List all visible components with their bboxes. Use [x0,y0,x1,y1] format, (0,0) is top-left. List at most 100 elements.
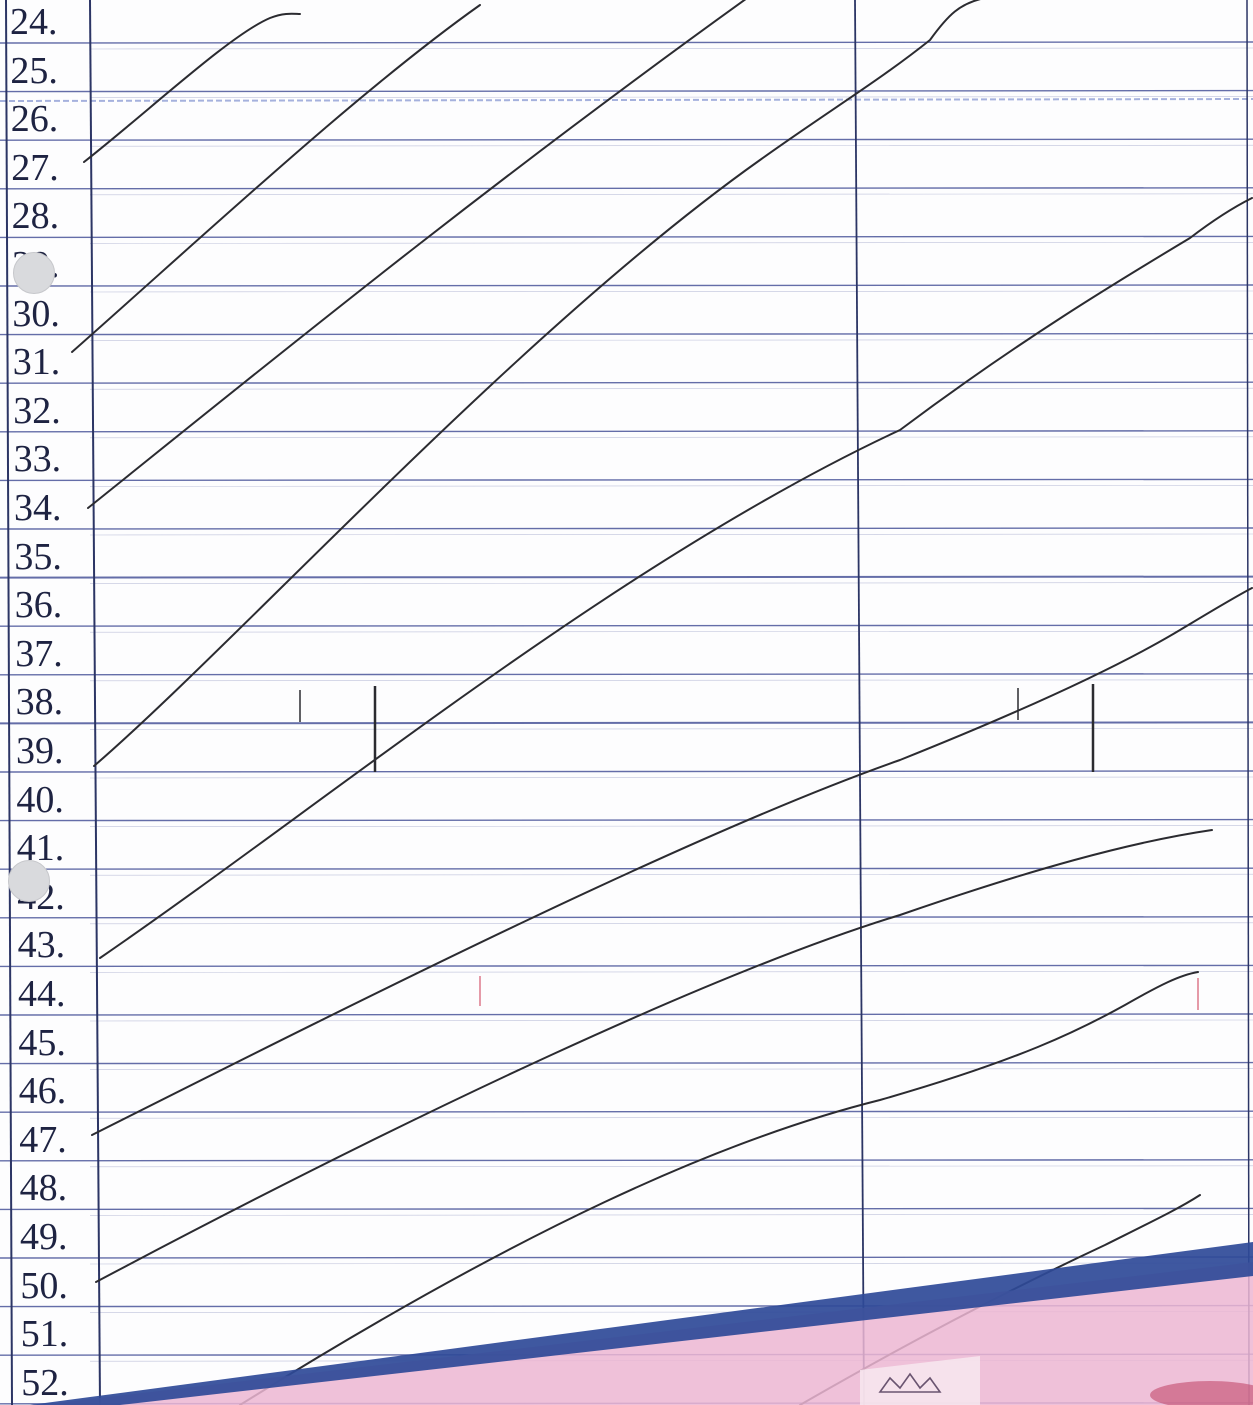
row-number: 45. [18,1021,66,1064]
ruled-line [0,1013,1253,1016]
row-number: 28. [11,195,60,238]
middle-column-line [854,0,865,1405]
faint-ruled-line [89,1019,1253,1022]
ruled-line [0,1207,1253,1211]
cancellation-stroke [71,4,481,353]
column-dividers [5,0,1250,1405]
ruled-line [0,867,1253,870]
row-number: 35. [14,535,62,578]
faint-ruled-line [89,1262,1253,1265]
cancellation-stroke [99,197,1253,959]
row-number: 33. [13,438,62,481]
ruled-line [0,430,1253,433]
cancellation-stroke [95,829,1213,1283]
faint-ruled-line [89,873,1253,876]
faint-ruled-line [89,728,1253,730]
ruled-line [0,575,1253,579]
faint-ruled-line [89,533,1253,536]
faint-blue-line [0,98,1253,102]
faint-ruled-line [89,1068,1253,1070]
faint-ruled-line [89,1214,1253,1216]
punch-hole [13,252,55,294]
ruled-line [0,41,1253,44]
row-number: 26. [10,98,59,141]
faint-ruled-line [89,485,1253,487]
cancellation-stroke [93,0,982,767]
faint-ruled-line [89,630,1253,633]
row-number: 30. [12,292,60,335]
row-number: 25. [10,49,58,92]
faint-ruled-line [89,242,1253,244]
ruled-line [0,1256,1253,1259]
row-number: 47. [19,1118,67,1161]
ruled-line [0,235,1253,239]
ruled-line [0,964,1253,968]
row-number: 43. [17,924,66,967]
number-column-line [89,0,101,1405]
ruled-line [0,527,1253,530]
row-number: 24. [10,1,58,43]
row-number: 34. [14,487,62,529]
punch-hole [8,860,50,902]
faint-ruled-line [89,144,1253,147]
ruled-line [0,1159,1253,1162]
row-number: 44. [18,973,66,1015]
seal-red-mark [1150,1381,1253,1405]
faint-ruled-line [89,1165,1253,1168]
ruled-line [0,187,1253,190]
ruled-line [0,624,1253,627]
faint-ruled-line [89,1116,1253,1119]
faint-ruled-line [89,193,1253,196]
ruled-line [0,1061,1253,1065]
row-number: 36. [14,584,63,627]
row-number: 51. [20,1313,69,1356]
left-margin-line [5,0,13,1405]
row-number: 49. [20,1216,68,1258]
ruled-line [0,770,1253,773]
seal-band [30,1242,1253,1405]
faint-ruled-line [89,825,1253,827]
faint-ruled-line [89,582,1253,584]
ruled-line [0,89,1253,93]
cancellation-stroke [91,587,1253,1136]
cancellation-strokes [71,0,1253,1405]
faint-ruled-line [89,290,1253,293]
row-number: 38. [15,681,64,724]
row-number: 40. [16,778,64,821]
ruled-line [0,916,1253,919]
faint-ruled-line [89,436,1253,439]
row-number: 48. [19,1167,68,1210]
ruled-line [0,1110,1253,1113]
faint-ruled-line [89,776,1253,779]
ruled-line [0,284,1253,287]
faint-ruled-line [89,96,1253,98]
faint-ruled-line [89,971,1253,973]
faint-ruled-line [89,922,1253,925]
row-number: 52. [21,1361,69,1404]
ruled-line [0,721,1253,725]
faint-ruled-line [89,47,1253,50]
row-number: 31. [12,341,61,384]
crown-emblem [878,1372,942,1393]
ruled-line [0,478,1253,482]
faint-ruled-line [89,387,1253,390]
row-number: 32. [13,389,61,432]
ruled-lines [0,41,1253,1405]
ruled-line [0,818,1253,822]
faint-ruled-line [89,679,1253,682]
ruled-line [0,673,1253,676]
ruled-line [0,332,1253,336]
cancellation-stroke [87,0,747,509]
cancellation-stroke [239,971,1199,1405]
row-number: 39. [16,730,64,772]
ruled-line [0,381,1253,384]
row-number: 50. [20,1264,68,1307]
right-column-line [1246,0,1250,1405]
row-number: 37. [15,632,63,675]
row-number: 46. [18,1070,67,1113]
cancellation-stroke [83,12,301,163]
ruled-line [0,138,1253,141]
faint-ruled-line [89,339,1253,341]
